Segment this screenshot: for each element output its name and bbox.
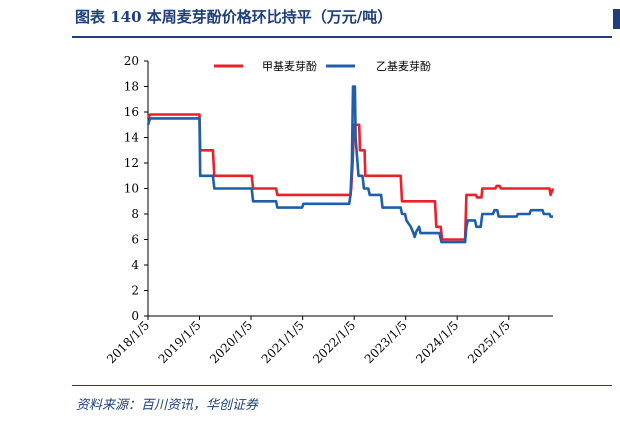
y-tick-label: 16 — [124, 105, 139, 119]
series-layer — [146, 85, 555, 244]
x-tick-label: 2020/1/5 — [207, 318, 255, 366]
y-tick-label: 2 — [131, 284, 139, 298]
x-ticks: 2018/1/5 2019/1/5 2020/1/5 2021/1/5 2022/1/5… — [104, 316, 513, 366]
title-rule — [72, 36, 612, 38]
y-tick-label: 4 — [131, 258, 139, 272]
x-tick-label: 2019/1/5 — [156, 318, 204, 366]
figure-title: 图表 140 本周麦芽酚价格环比持平（万元/吨） — [75, 8, 393, 26]
x-tick-label: 2021/1/5 — [259, 318, 307, 366]
y-ticks: 0 2 4 6 8 10 12 14 16 18 20 — [124, 54, 148, 323]
x-tick-label: 2023/1/5 — [362, 318, 410, 366]
x-tick-label: 2018/1/5 — [104, 318, 152, 366]
y-tick-label: 20 — [124, 54, 139, 68]
y-tick-label: 14 — [124, 131, 140, 145]
series-line-1 — [146, 85, 553, 244]
adjacent-figure-edge — [613, 9, 620, 29]
source-note: 资料来源：百川资讯，华创证券 — [76, 398, 259, 413]
legend-label-series-0: 甲基麦芽酚 — [262, 59, 317, 73]
y-tick-label: 6 — [131, 233, 139, 247]
legend-label-series-1: 乙基麦芽酚 — [376, 59, 431, 73]
y-tick-label: 12 — [124, 156, 139, 170]
x-tick-label: 2025/1/5 — [465, 318, 513, 366]
y-tick-label: 18 — [124, 80, 139, 94]
axes: 0 2 4 6 8 10 12 14 16 18 20 2018/1/5 2019/1/5 2020/1… — [104, 54, 553, 366]
x-tick-label: 2022/1/5 — [310, 318, 358, 366]
footer-rule — [72, 385, 612, 386]
series-line-0 — [146, 113, 555, 241]
legend: 甲基麦芽酚 乙基麦芽酚 — [214, 59, 431, 73]
y-tick-label: 10 — [124, 182, 139, 196]
y-tick-label: 0 — [131, 309, 139, 323]
x-tick-label: 2024/1/5 — [413, 318, 461, 366]
y-tick-label: 8 — [131, 207, 139, 221]
